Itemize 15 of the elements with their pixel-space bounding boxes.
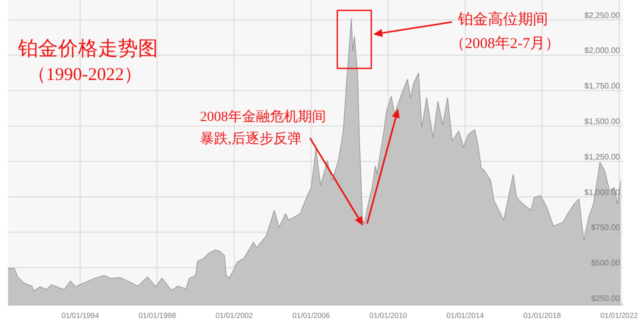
annotation: （2008年2-7月） [450, 35, 560, 52]
annotation: 暴跌,后逐步反弹 [200, 131, 302, 147]
y-tick-label: $1,250.00 [584, 152, 621, 162]
annotation: 2008年金融危机期间 [200, 109, 326, 125]
y-tick-label: $1,000.00 [584, 188, 621, 197]
y-tick-label: $1,750.00 [584, 82, 621, 91]
text: 铂金价格走势图 [17, 38, 158, 60]
y-tick-label: $2,000.00 [584, 46, 621, 56]
y-tick-label: $1,500.00 [584, 117, 621, 126]
text: （1990-2022） [28, 64, 142, 84]
y-tick-label: $2,250.00 [584, 10, 621, 20]
annotation: 铂金高位期间 [457, 11, 548, 28]
y-tick-label: $500.00 [591, 258, 621, 268]
y-tick-label: $750.00 [591, 223, 621, 232]
y-tick-label: $250.00 [591, 294, 621, 304]
